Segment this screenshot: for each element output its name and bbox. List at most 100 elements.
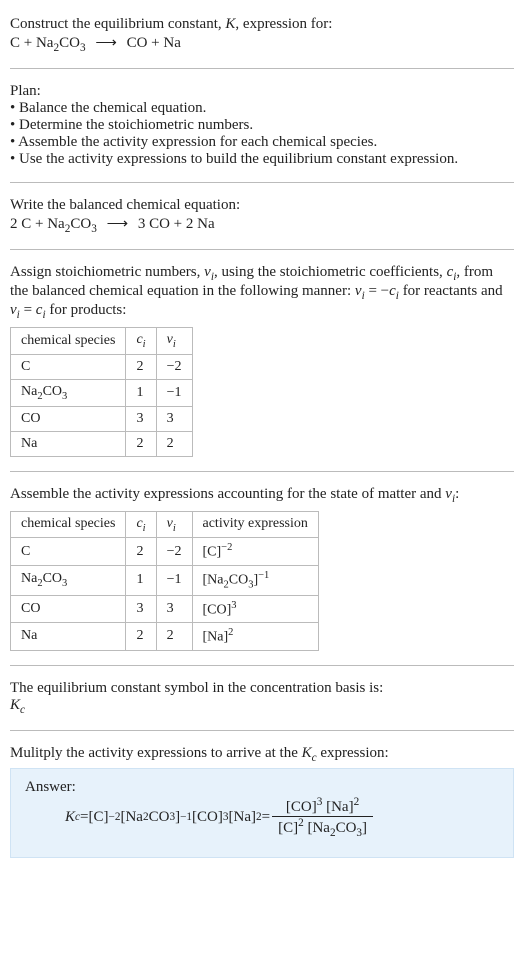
term: ] [362, 820, 367, 836]
i-subscript: i [143, 339, 146, 350]
species-cell: C [11, 354, 126, 379]
ci-cell: 1 [126, 379, 156, 406]
stoich-text: , using the stoichiometric coefficients, [214, 264, 447, 280]
balanced-lhs2: CO [70, 216, 91, 232]
intro-eq-rhs: CO + Na [127, 35, 181, 51]
plan-bullet: • Balance the chemical equation. [10, 100, 514, 117]
col-ci: ci [126, 328, 156, 355]
species-sub: 3 [62, 578, 67, 589]
balanced-heading: Write the balanced chemical equation: [10, 197, 514, 214]
activity-exp: 3 [231, 600, 236, 611]
nui-cell: 3 [156, 406, 192, 431]
ci-cell: 3 [126, 595, 156, 623]
divider [10, 68, 514, 69]
col-species: chemical species [11, 511, 126, 538]
exp: 2 [354, 796, 360, 808]
nu-symbol: ν [445, 486, 452, 502]
answer-equation: Kc = [C]−2 [Na2CO3]−1 [CO]3 [Na]2 = [CO]… [25, 796, 499, 839]
ci-cell: 2 [126, 431, 156, 456]
stoich-eq: = [20, 302, 36, 318]
K-symbol: K [10, 697, 20, 713]
mult-text: Mulitply the activity expressions to arr… [10, 745, 302, 761]
intro-eq-sub2: 3 [80, 42, 86, 54]
species-cell: Na [11, 623, 126, 651]
plan-heading: Plan: [10, 83, 514, 100]
divider [10, 471, 514, 472]
ci-cell: 2 [126, 623, 156, 651]
nui-cell: −1 [156, 379, 192, 406]
ci-cell: 3 [126, 406, 156, 431]
K-symbol: K [65, 809, 75, 826]
multiply-section: Mulitply the activity expressions to arr… [10, 737, 514, 866]
i-subscript: i [173, 339, 176, 350]
species-sub: 3 [62, 391, 67, 402]
divider [10, 182, 514, 183]
intro-text2: , expression for: [235, 16, 332, 32]
exp: −1 [180, 811, 192, 823]
intro-text: Construct the equilibrium constant, [10, 16, 225, 32]
table-row: C 2 −2 [11, 354, 193, 379]
reaction-arrow-icon: ⟶ [101, 214, 135, 233]
activity-cell: [Na]2 [192, 623, 318, 651]
nui-cell: −2 [156, 354, 192, 379]
nu-symbol: ν [355, 283, 362, 299]
nu-symbol: ν [204, 264, 211, 280]
equals: = [80, 809, 88, 826]
species-cell: Na [11, 431, 126, 456]
term: CO [149, 809, 170, 826]
term: [Na [120, 809, 143, 826]
plan-bullet: • Determine the stoichiometric numbers. [10, 117, 514, 134]
table-header-row: chemical species ci νi activity expressi… [11, 511, 319, 538]
col-species: chemical species [11, 328, 126, 355]
stoich-text: Assign stoichiometric numbers, [10, 264, 204, 280]
activity-base: [Na [203, 573, 224, 588]
stoich-table: chemical species ci νi C 2 −2 Na2CO3 1 −… [10, 327, 193, 457]
denominator: [C]2 [Na2CO3] [272, 817, 373, 839]
plan-section: Plan: • Balance the chemical equation. •… [10, 75, 514, 176]
fraction: [CO]3 [Na]2 [C]2 [Na2CO3] [272, 796, 373, 839]
term: [C] [88, 809, 108, 826]
i-subscript: i [173, 522, 176, 533]
species-cell: CO [11, 406, 126, 431]
activity-exp: −2 [221, 542, 232, 553]
c-subscript: c [20, 704, 25, 716]
species-cell: Na2CO3 [11, 379, 126, 406]
activity-table: chemical species ci νi activity expressi… [10, 511, 319, 651]
activity-section: Assemble the activity expressions accoun… [10, 478, 514, 659]
stoich-text: for reactants and [399, 283, 503, 299]
term: CO [336, 820, 357, 836]
species-text: Na [21, 571, 37, 586]
table-row: C 2 −2 [C]−2 [11, 538, 319, 566]
balanced-lhs1: 2 C + Na [10, 216, 65, 232]
intro-K: K [225, 16, 235, 32]
ci-cell: 2 [126, 538, 156, 566]
intro-section: Construct the equilibrium constant, K, e… [10, 8, 514, 62]
term: [CO] [286, 799, 317, 815]
species-cell: CO [11, 595, 126, 623]
K-symbol: K [302, 745, 312, 761]
plan-bullet: • Assemble the activity expression for e… [10, 134, 514, 151]
col-activity: activity expression [192, 511, 318, 538]
table-row: Na 2 2 [11, 431, 193, 456]
kconc-section: The equilibrium constant symbol in the c… [10, 672, 514, 724]
species-cell: C [11, 538, 126, 566]
col-nui: νi [156, 511, 192, 538]
col-ci: ci [126, 511, 156, 538]
kconc-text: The equilibrium constant symbol in the c… [10, 680, 514, 697]
table-header-row: chemical species ci νi [11, 328, 193, 355]
intro-eq-lhs: C + Na [10, 35, 53, 51]
table-row: CO 3 3 [11, 406, 193, 431]
species-cell: Na2CO3 [11, 566, 126, 595]
intro-eq-mid: CO [59, 35, 80, 51]
activity-base: [C] [203, 545, 222, 560]
term: [Na] [322, 799, 353, 815]
species-text: Na [21, 384, 37, 399]
table-row: Na2CO3 1 −1 [11, 379, 193, 406]
colon: : [455, 486, 459, 502]
nu-symbol: ν [10, 302, 17, 318]
mult-text: expression: [317, 745, 389, 761]
exp: −2 [108, 811, 120, 823]
activity-base: [Na] [203, 630, 229, 645]
nui-cell: −2 [156, 538, 192, 566]
col-nui: νi [156, 328, 192, 355]
